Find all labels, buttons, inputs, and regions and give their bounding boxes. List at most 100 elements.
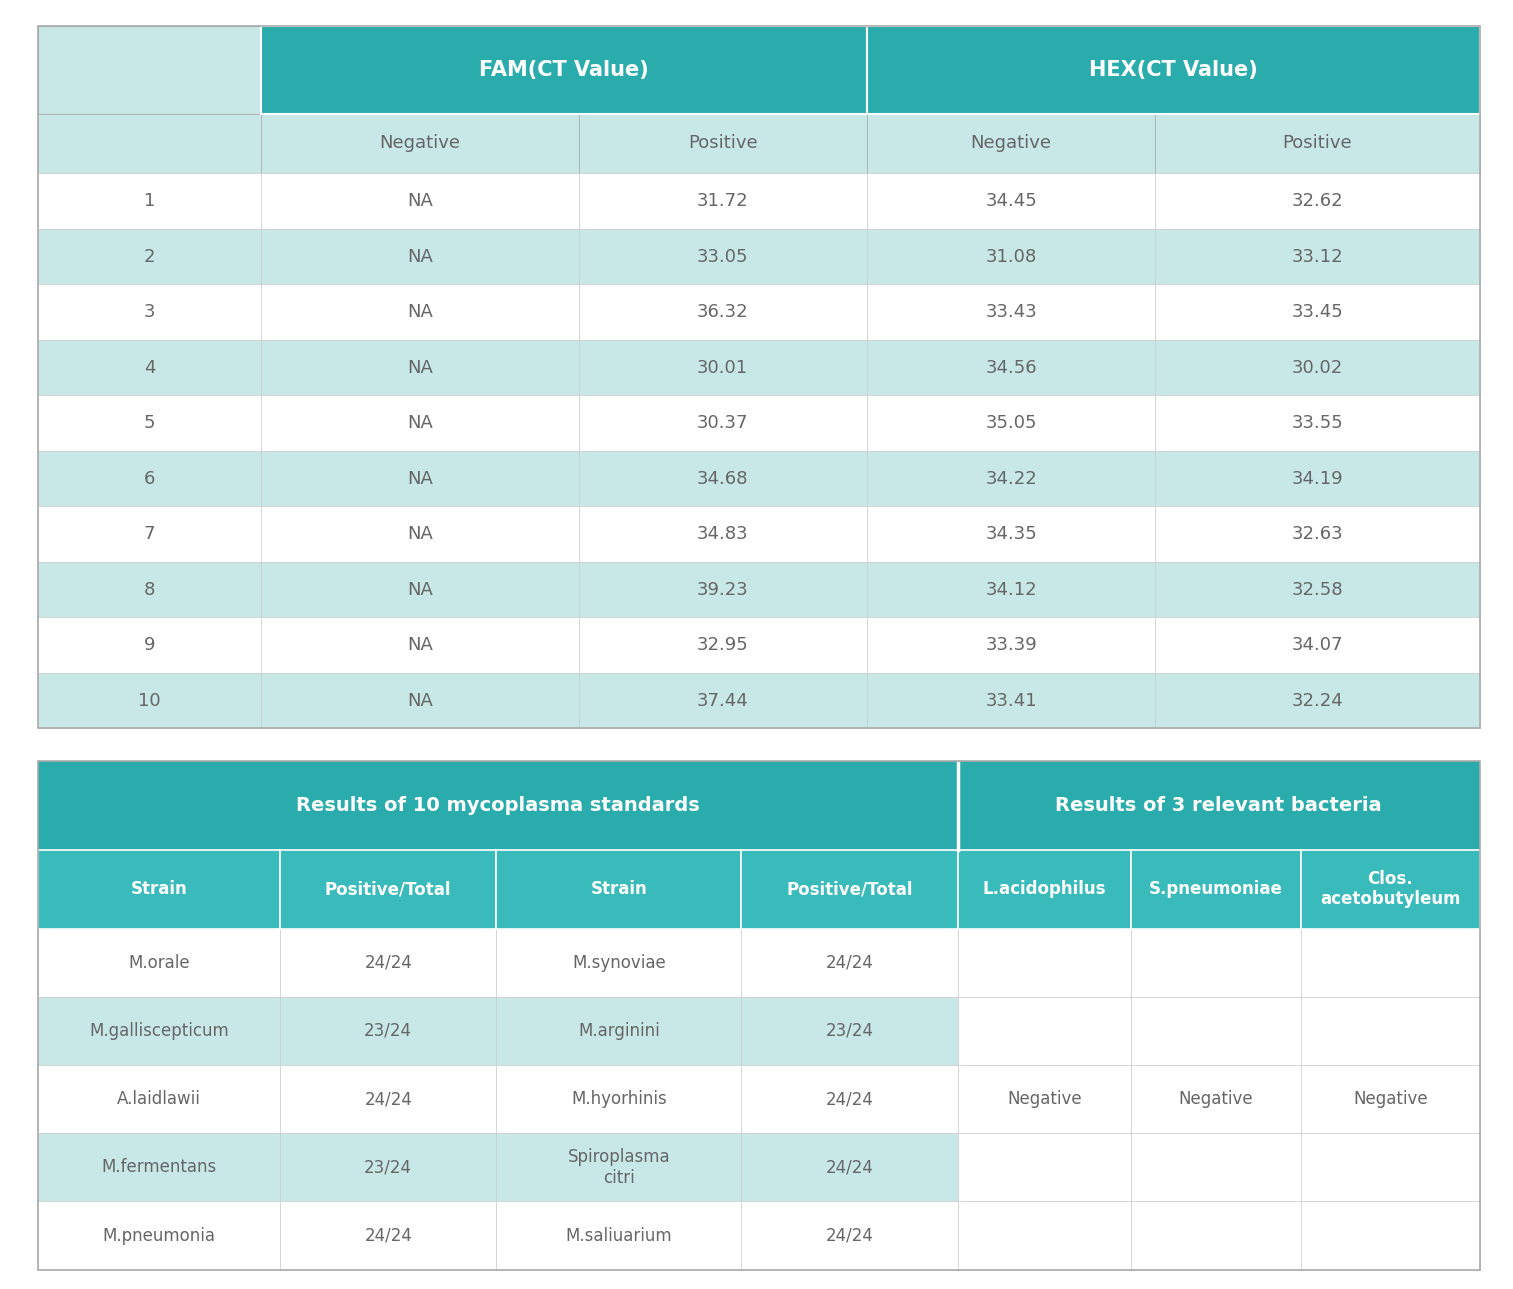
Text: Negative: Negative: [1008, 1090, 1082, 1109]
Text: Strain: Strain: [130, 880, 188, 898]
Bar: [496, 1065, 741, 1133]
Text: 32.95: 32.95: [697, 635, 749, 654]
Text: 23/24: 23/24: [365, 1159, 412, 1177]
Text: HEX(CT Value): HEX(CT Value): [1089, 59, 1257, 80]
Bar: [38, 26, 262, 113]
Bar: [280, 1201, 496, 1270]
Bar: [1156, 562, 1480, 617]
Text: 33.39: 33.39: [985, 635, 1036, 654]
Text: 31.72: 31.72: [697, 192, 749, 210]
Text: Positive/Total: Positive/Total: [325, 880, 451, 898]
Text: Negative: Negative: [380, 134, 460, 152]
Text: 32.58: 32.58: [1292, 580, 1344, 598]
Text: 24/24: 24/24: [365, 1227, 412, 1245]
Text: 33.55: 33.55: [1292, 414, 1344, 432]
Text: 33.45: 33.45: [1292, 303, 1344, 321]
Bar: [496, 928, 741, 996]
Bar: [958, 1065, 1130, 1133]
Text: NA: NA: [407, 358, 433, 376]
Bar: [38, 761, 958, 849]
Bar: [578, 340, 867, 396]
Bar: [38, 996, 280, 1065]
Text: 34.56: 34.56: [985, 358, 1036, 376]
Bar: [262, 451, 578, 507]
Bar: [867, 673, 1156, 728]
Bar: [867, 285, 1156, 340]
Bar: [262, 285, 578, 340]
Text: 24/24: 24/24: [826, 954, 873, 972]
Text: 2: 2: [144, 247, 156, 266]
Text: 36.32: 36.32: [697, 303, 749, 321]
Text: A.laidlawii: A.laidlawii: [117, 1090, 201, 1109]
Text: NA: NA: [407, 414, 433, 432]
Text: 7: 7: [144, 525, 156, 543]
Text: 39.23: 39.23: [697, 580, 749, 598]
Bar: [280, 928, 496, 996]
Bar: [280, 849, 496, 928]
Text: NA: NA: [407, 469, 433, 487]
Bar: [262, 340, 578, 396]
Bar: [280, 1133, 496, 1201]
Text: 37.44: 37.44: [697, 691, 749, 709]
Bar: [867, 173, 1156, 229]
Bar: [578, 113, 867, 173]
Text: Strain: Strain: [590, 880, 648, 898]
Bar: [38, 1133, 280, 1201]
Text: M.pneumonia: M.pneumonia: [103, 1227, 215, 1245]
Text: NA: NA: [407, 303, 433, 321]
Bar: [1156, 229, 1480, 285]
Bar: [38, 1201, 280, 1270]
Text: 30.37: 30.37: [697, 414, 749, 432]
Bar: [1156, 507, 1480, 562]
Text: Negative: Negative: [1179, 1090, 1253, 1109]
Text: M.arginini: M.arginini: [578, 1022, 660, 1040]
Text: NA: NA: [407, 247, 433, 266]
Bar: [262, 229, 578, 285]
Bar: [578, 507, 867, 562]
Bar: [38, 229, 262, 285]
Bar: [1130, 1201, 1301, 1270]
Text: Results of 3 relevant bacteria: Results of 3 relevant bacteria: [1056, 795, 1381, 815]
Bar: [867, 451, 1156, 507]
Bar: [958, 761, 1480, 849]
Text: M.galliscepticum: M.galliscepticum: [89, 1022, 228, 1040]
Bar: [38, 451, 262, 507]
Bar: [38, 849, 280, 928]
Text: 34.07: 34.07: [1292, 635, 1344, 654]
Bar: [741, 928, 958, 996]
Text: 24/24: 24/24: [365, 1090, 412, 1109]
Text: 30.01: 30.01: [697, 358, 749, 376]
Text: M.saliuarium: M.saliuarium: [566, 1227, 672, 1245]
Bar: [38, 396, 262, 451]
Bar: [867, 26, 1480, 113]
Bar: [578, 673, 867, 728]
Bar: [1130, 1065, 1301, 1133]
Bar: [958, 996, 1130, 1065]
Text: NA: NA: [407, 192, 433, 210]
Bar: [262, 507, 578, 562]
Text: M.orale: M.orale: [129, 954, 189, 972]
Bar: [1301, 928, 1480, 996]
Bar: [741, 1065, 958, 1133]
Text: 6: 6: [144, 469, 156, 487]
Bar: [280, 1065, 496, 1133]
Bar: [1156, 396, 1480, 451]
Text: 5: 5: [144, 414, 156, 432]
Bar: [38, 340, 262, 396]
Text: 30.02: 30.02: [1292, 358, 1344, 376]
Bar: [1156, 113, 1480, 173]
Bar: [867, 507, 1156, 562]
Text: Negative: Negative: [971, 134, 1052, 152]
Text: Positive: Positive: [688, 134, 758, 152]
Bar: [741, 849, 958, 928]
Bar: [38, 562, 262, 617]
Bar: [1130, 996, 1301, 1065]
Text: M.hyorhinis: M.hyorhinis: [570, 1090, 667, 1109]
Text: 32.62: 32.62: [1292, 192, 1344, 210]
Bar: [1130, 1133, 1301, 1201]
Text: Clos.
acetobutyleum: Clos. acetobutyleum: [1319, 870, 1460, 909]
Bar: [578, 562, 867, 617]
Text: Positive: Positive: [1283, 134, 1353, 152]
Bar: [38, 113, 262, 173]
Bar: [1156, 673, 1480, 728]
